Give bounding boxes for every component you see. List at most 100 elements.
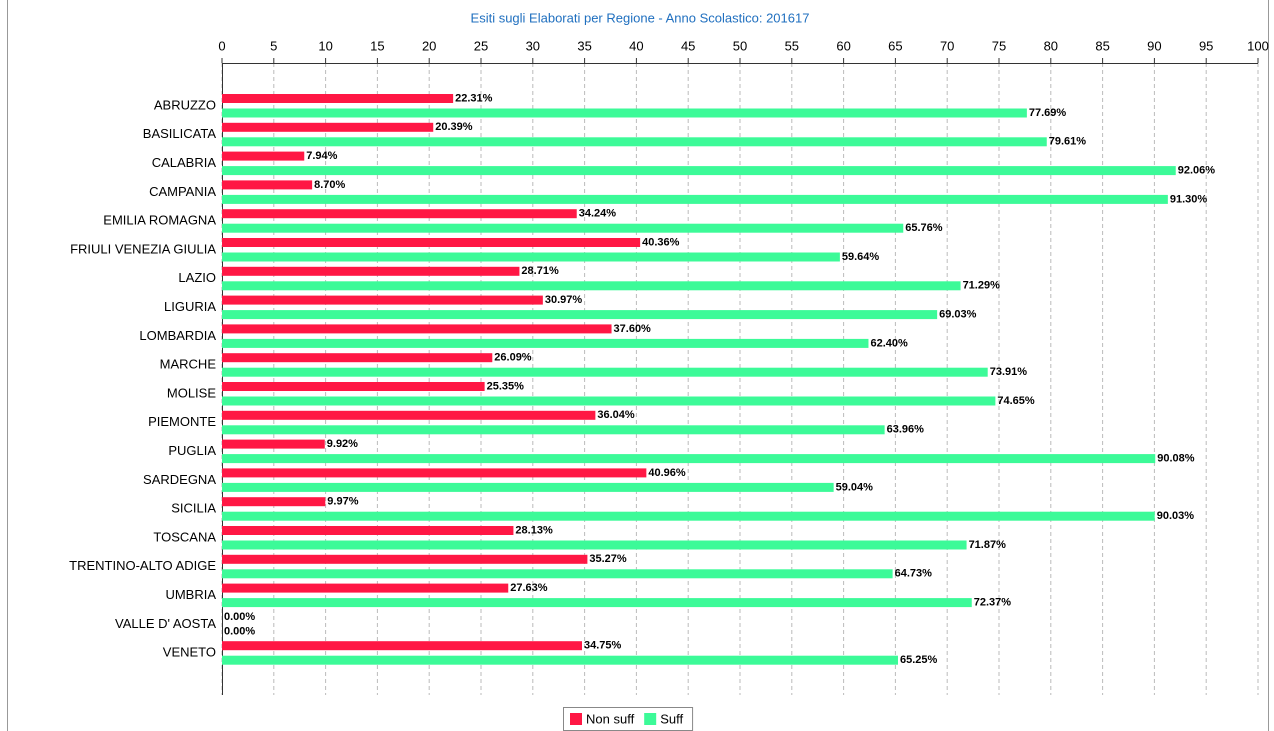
value-label: 34.75% [584,640,622,652]
y-tick-label: FRIULI VENEZIA GIULIA [70,241,216,256]
bar [222,194,1168,204]
y-tick-label: PIEMONTE [148,414,216,429]
value-label: 20.39% [435,121,473,133]
chart-title: Esiti sugli Elaborati per Regione - Anno… [471,10,810,25]
bar [222,425,885,435]
value-label: 72.37% [974,597,1012,609]
value-label: 64.73% [895,568,933,580]
value-label: 7.94% [306,150,337,162]
value-label: 77.69% [1029,107,1067,119]
value-label: 26.09% [494,352,532,364]
x-tick-label: 85 [1095,38,1109,53]
bar [222,410,596,420]
value-label: 30.97% [545,294,583,306]
legend-swatch [570,713,582,725]
value-label: 37.60% [614,323,652,335]
x-tick-label: 40 [629,38,643,53]
value-label: 90.03% [1157,510,1195,522]
y-tick-label: MOLISE [167,385,216,400]
bar [222,94,454,103]
bar [222,439,325,449]
x-tick-label: 35 [577,38,591,53]
x-tick-label: 80 [1044,38,1058,53]
y-tick-label: VENETO [163,645,216,660]
bar [222,569,893,579]
y-tick-label: LIGURIA [164,299,216,314]
bar [222,353,493,363]
value-label: 92.06% [1178,165,1216,177]
bar [222,209,577,219]
y-tick-label: TRENTINO-ALTO ADIGE [69,558,216,573]
x-tick-label: 55 [785,38,799,53]
bar [222,122,434,132]
y-tick-label: CALABRIA [152,155,217,170]
value-label: 27.63% [510,582,548,594]
bar [222,266,520,276]
bar [222,598,972,608]
bar [222,166,1176,176]
x-tick-label: 50 [733,38,747,53]
bar [222,511,1155,521]
bar [222,324,612,334]
value-label: 36.04% [597,409,635,421]
bar [222,454,1156,464]
value-label: 0.00% [224,625,255,637]
legend-label: Non suff [586,711,635,726]
y-tick-label: BASILICATA [143,126,217,141]
x-tick-label: 95 [1199,38,1213,53]
y-tick-label: MARCHE [160,357,217,372]
value-label: 65.25% [900,654,938,666]
y-tick-label: TOSCANA [153,529,216,544]
bar [222,252,840,262]
x-tick-label: 65 [888,38,902,53]
value-label: 40.36% [642,236,680,248]
bar [222,540,967,550]
value-label: 22.31% [455,92,493,104]
bar [222,108,1027,118]
value-label: 91.30% [1170,193,1208,205]
y-tick-label: ABRUZZO [154,97,216,112]
y-tick-label: UMBRIA [165,587,216,602]
x-tick-label: 45 [681,38,695,53]
x-tick-label: 10 [318,38,332,53]
x-tick-label: 75 [992,38,1006,53]
y-tick-label: SARDEGNA [143,472,216,487]
x-tick-label: 100 [1247,38,1269,53]
x-tick-label: 70 [940,38,954,53]
x-tick-label: 5 [270,38,277,53]
bar [222,482,834,492]
bar [222,382,485,391]
bar [222,310,938,320]
y-tick-label: LOMBARDIA [139,328,216,343]
x-tick-label: 60 [836,38,850,53]
bar [222,554,588,564]
value-label: 63.96% [887,424,925,436]
value-label: 62.40% [870,337,908,349]
bar [222,180,313,190]
x-tick-label: 25 [474,38,488,53]
value-label: 59.64% [842,251,880,263]
value-label: 73.91% [990,366,1028,378]
bar [222,338,869,348]
bar [222,583,509,593]
bar [222,526,514,535]
bar [222,367,988,377]
value-label: 28.13% [515,524,553,536]
y-tick-label: SICILIA [171,501,216,516]
bar [222,468,647,478]
value-label: 35.27% [589,553,627,565]
value-label: 9.97% [327,496,358,508]
value-label: 74.65% [997,395,1035,407]
value-label: 69.03% [939,309,977,321]
legend-swatch [644,713,657,725]
value-label: 90.08% [1157,453,1195,465]
value-label: 9.92% [327,438,358,450]
y-tick-label: PUGLIA [168,443,216,458]
bar [222,641,583,651]
y-tick-label: LAZIO [178,270,216,285]
x-tick-label: 15 [370,38,384,53]
bar [222,238,641,247]
value-label: 8.70% [314,179,345,191]
y-tick-label: VALLE D' AOSTA [115,616,216,631]
